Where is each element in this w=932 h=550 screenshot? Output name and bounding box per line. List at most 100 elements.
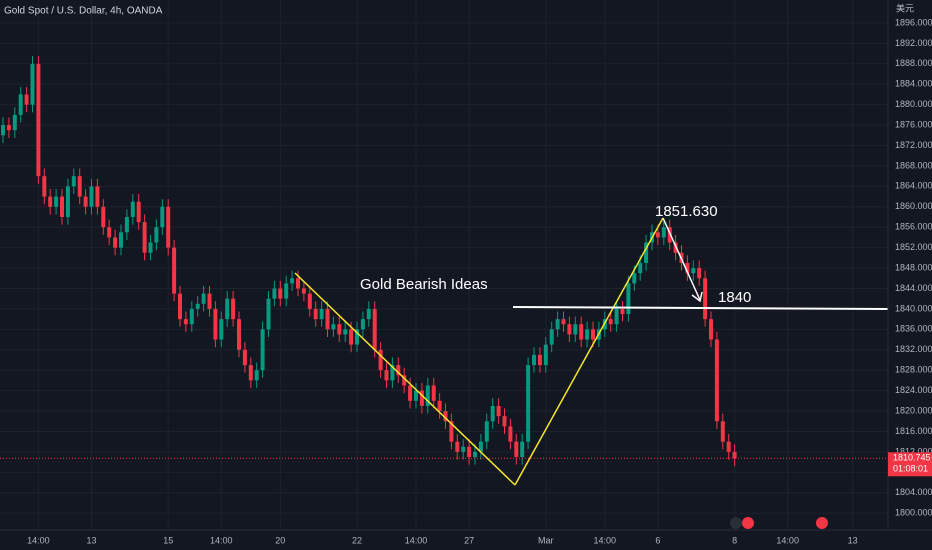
candle-body	[685, 262, 690, 274]
chart-title: Gold Spot / U.S. Dollar, 4h, OANDA	[4, 6, 163, 17]
last-price-label: 1810.745	[893, 453, 931, 463]
candle-body	[343, 329, 348, 335]
candle-body	[508, 426, 513, 442]
candle-body	[591, 329, 595, 340]
candle-body	[496, 405, 501, 417]
candle-body	[414, 390, 418, 401]
candle-body	[720, 421, 725, 442]
candle-body	[71, 176, 76, 187]
y-tick-label: 1864.000	[895, 181, 932, 191]
candle-body	[638, 262, 643, 274]
candle-body	[60, 196, 64, 218]
candle-body	[83, 196, 88, 207]
x-tick-label: 15	[163, 535, 173, 545]
candle-body	[726, 441, 731, 452]
countdown-label: 01:08:01	[893, 464, 928, 474]
candle-body	[12, 114, 17, 131]
candle-body	[366, 308, 371, 320]
y-tick-label: 1876.000	[895, 119, 932, 129]
candle-body	[284, 283, 289, 299]
candle-body	[709, 319, 713, 340]
candle-body	[266, 298, 271, 330]
candle-body	[42, 176, 47, 197]
candle-body	[349, 329, 354, 345]
candle-body	[89, 186, 94, 207]
candle-body	[272, 288, 277, 299]
candle-body	[101, 206, 106, 228]
candle-body	[166, 206, 171, 248]
y-tick-label: 1868.000	[895, 160, 932, 170]
candle-body	[608, 319, 613, 325]
candle-body	[697, 268, 702, 279]
candle-body	[290, 278, 295, 284]
candle-body	[579, 324, 584, 340]
y-tick-label: 1856.000	[895, 222, 932, 232]
candle-body	[48, 196, 53, 207]
candle-body	[532, 354, 536, 366]
candle-body	[632, 273, 637, 284]
candle-body	[231, 298, 236, 320]
candle-body	[183, 319, 188, 325]
candle-body	[390, 365, 395, 381]
candle-body	[425, 385, 430, 406]
candle-body	[372, 308, 377, 350]
candle-body	[148, 242, 153, 253]
candle-body	[296, 278, 300, 289]
candle-body	[437, 400, 442, 412]
candle-body	[248, 365, 253, 381]
candle-body	[378, 349, 383, 371]
candle-body	[419, 390, 424, 406]
candle-body	[337, 324, 342, 335]
candle-body	[573, 324, 578, 335]
candle-body	[537, 354, 542, 366]
candle-body	[443, 411, 448, 422]
candle-body	[355, 329, 359, 345]
candle-body	[65, 186, 70, 218]
level-label: 1840	[718, 289, 751, 306]
candle-body	[360, 319, 365, 330]
icon[interactable]	[730, 517, 742, 529]
x-tick-label: 13	[848, 535, 858, 545]
candle-body	[661, 227, 666, 238]
candle-body	[325, 308, 330, 330]
y-tick-label: 1896.000	[895, 17, 932, 27]
candle-body	[124, 217, 129, 233]
candle-body	[201, 293, 206, 304]
icon[interactable]	[816, 517, 828, 529]
y-tick-label: 1888.000	[895, 58, 932, 68]
x-tick-label: 22	[352, 535, 362, 545]
arrow-line	[662, 217, 701, 301]
candle-body	[478, 441, 483, 452]
candle-body	[189, 308, 194, 325]
candle-body	[142, 222, 147, 253]
icon[interactable]	[742, 517, 754, 529]
y-tick-label: 1844.000	[895, 283, 932, 293]
candle-body	[555, 319, 560, 330]
candle-body	[242, 349, 247, 366]
candle-body	[1, 125, 5, 136]
candle-body	[431, 385, 436, 401]
candle-body	[178, 293, 182, 320]
candle-body	[219, 319, 224, 340]
y-tick-label: 1828.000	[895, 365, 932, 375]
peak-label: 1851.630	[655, 203, 718, 220]
candle-body	[520, 441, 525, 457]
candle-body	[655, 232, 660, 238]
y-tick-label: 1848.000	[895, 262, 932, 272]
candle-body	[331, 324, 336, 330]
x-tick-label: 14:00	[405, 535, 428, 545]
candle-body	[526, 365, 531, 442]
trend-line	[514, 217, 664, 486]
candle-body	[172, 247, 177, 294]
candle-body	[107, 227, 112, 238]
candle-body	[449, 421, 454, 442]
last-price-box	[888, 452, 932, 477]
candle-body	[620, 308, 625, 315]
candle-body	[549, 329, 554, 345]
candle-body	[319, 308, 324, 320]
candle-body	[467, 446, 472, 457]
y-tick-label: 1804.000	[895, 487, 932, 497]
x-tick-label: 27	[464, 535, 474, 545]
candle-body	[113, 237, 118, 248]
candle-body	[260, 329, 265, 371]
